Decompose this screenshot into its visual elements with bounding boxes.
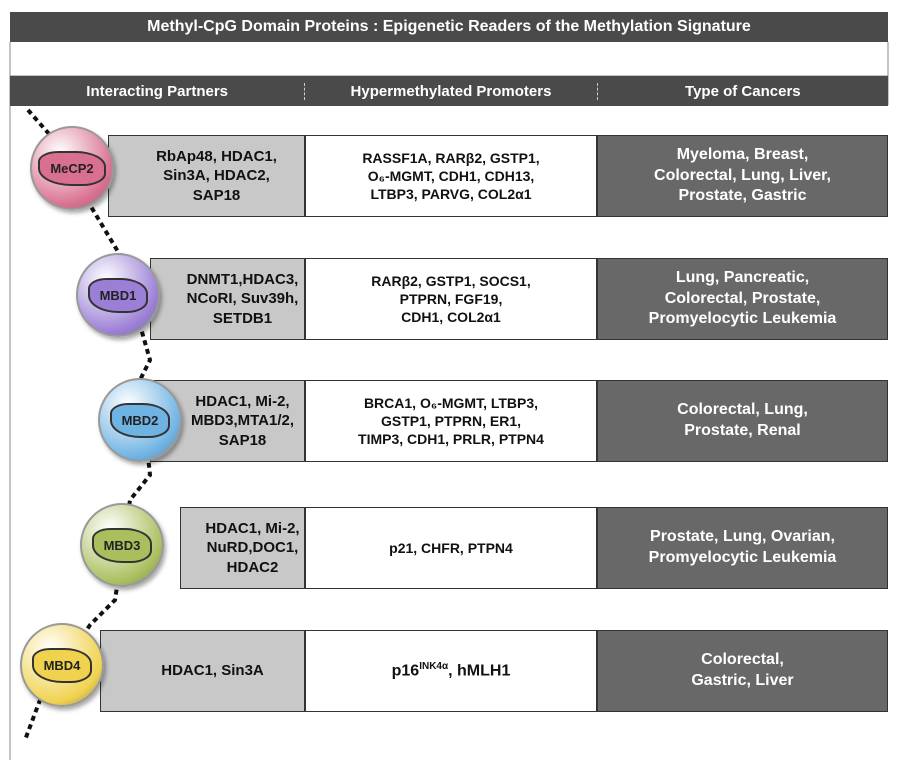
title: Methyl-CpG Domain Proteins : Epigenetic … — [10, 12, 888, 42]
cancers-cell: Colorectal, Gastric, Liver — [597, 630, 888, 712]
partners-cell: HDAC1, Mi-2, NuRD,DOC1, HDAC2 — [180, 507, 305, 589]
text-line: Colorectal, Lung, — [677, 401, 808, 419]
promoters-cell: BRCA1, O₆-MGMT, LTBP3, GSTP1, PTPRN, ER1,… — [305, 380, 597, 462]
text-line: PTPRN, FGF19, — [399, 290, 503, 307]
text-line: Sin3A, HDAC2, — [163, 167, 270, 185]
text-line: HDAC2 — [226, 558, 279, 576]
text-line: Prostate, Gastric — [678, 187, 807, 205]
text-line: Lung, Pancreatic, — [675, 268, 810, 286]
text-line: SAP18 — [192, 186, 241, 204]
text-line: CDH1, COL2α1 — [401, 309, 501, 326]
text-line: TIMP3, CDH1, PRLR, PTPN4 — [358, 431, 544, 448]
promoters-cell: p16INK4α, hMLH1 — [305, 630, 597, 712]
cancers-cell: Lung, Pancreatic, Colorectal, Prostate, Pr… — [597, 258, 888, 340]
text-line: p21, CHFR, PTPN4 — [389, 539, 513, 556]
text-line: RbAp48, HDAC1, — [156, 147, 277, 165]
text-line: BRCA1, O₆-MGMT, LTBP3, — [363, 394, 539, 411]
text-line: MBD3,MTA1/2, — [190, 412, 295, 430]
text-line: Colorectal, Lung, Liver, — [654, 166, 831, 184]
text-line: Promyelocytic Leukemia — [648, 310, 837, 328]
promoters-cell: RARβ2, GSTP1, SOCS1, PTPRN, FGF19, CDH1, C… — [305, 258, 597, 340]
partners-cell: RbAp48, HDAC1, Sin3A, HDAC2, SAP18 — [108, 135, 305, 217]
text-line: NuRD,DOC1, — [206, 539, 299, 557]
text-line: SETDB1 — [212, 309, 273, 327]
cancers-cell: Prostate, Lung, Ovarian, Promyelocytic Le… — [597, 507, 888, 589]
protein-badge: MBD4 — [20, 623, 104, 707]
header: Interacting Partners — [10, 82, 306, 100]
partners-cell: HDAC1, Sin3A — [100, 630, 305, 712]
protein-label: MBD4 — [31, 647, 93, 683]
text-line: NCoRI, Suv39h, — [186, 290, 299, 308]
text-line: Gastric, Liver — [691, 672, 794, 689]
text-line: Prostate, Lung, Ovarian, — [650, 528, 835, 546]
header: Hypermethylated Promoters — [305, 82, 598, 100]
text-line: Promyelocytic Leukemia — [648, 549, 837, 566]
text-line: RARβ2, GSTP1, SOCS1, — [371, 272, 531, 289]
superscript: INK4α — [419, 660, 449, 672]
protein-badge: MBD1 — [76, 253, 160, 337]
text-line: HDAC1, Mi-2, — [195, 392, 290, 410]
text-line: HDAC1, Mi-2, — [205, 519, 300, 537]
text-line: RASSF1A, RARβ2, GSTP1, — [362, 149, 540, 166]
text-line: Myeloma, Breast, — [676, 145, 809, 163]
protein-badge: MBD3 — [80, 503, 164, 587]
header: Type of Cancers — [685, 82, 801, 100]
header-bar: Interacting Partners Hypermethylated Pro… — [10, 76, 888, 106]
text-line: SAP18 — [218, 431, 267, 449]
partners-cell: HDAC1, Mi-2, MBD3,MTA1/2, SAP18 — [150, 380, 305, 462]
protein-badge: MBD2 — [98, 378, 182, 462]
text-line: LTBP3, PARVG, COL2α1 — [370, 186, 532, 203]
text-line: HDAC1, Sin3A — [161, 662, 264, 680]
text-line: O₆-MGMT, CDH1, CDH13, — [367, 167, 535, 184]
text-line: Colorectal, Prostate, — [664, 289, 821, 307]
text-line: p16INK4α, hMLH1 — [392, 660, 511, 682]
protein-badge: MeCP2 — [30, 126, 114, 210]
protein-label: MeCP2 — [38, 150, 106, 186]
promoters-cell: p21, CHFR, PTPN4 — [305, 507, 597, 589]
text-line: GSTP1, PTPRN, ER1, — [380, 412, 522, 429]
text-part: p16 — [391, 662, 420, 680]
text-part: , hMLH1 — [448, 662, 511, 680]
text-line: Prostate, Renal — [684, 422, 801, 439]
cancers-cell: Colorectal, Lung, Prostate, Renal — [597, 380, 888, 462]
protein-label: MBD3 — [91, 527, 153, 563]
text-line: DNMT1,HDAC3, — [186, 270, 299, 288]
protein-label: MBD2 — [109, 402, 171, 438]
promoters-cell: RASSF1A, RARβ2, GSTP1, O₆-MGMT, CDH1, CDH… — [305, 135, 597, 217]
cancers-cell: Myeloma, Breast, Colorectal, Lung, Liver,… — [597, 135, 888, 217]
protein-label: MBD1 — [87, 277, 149, 313]
partners-cell: DNMT1,HDAC3, NCoRI, Suv39h, SETDB1 — [150, 258, 305, 340]
text-line: Colorectal, — [701, 651, 784, 669]
